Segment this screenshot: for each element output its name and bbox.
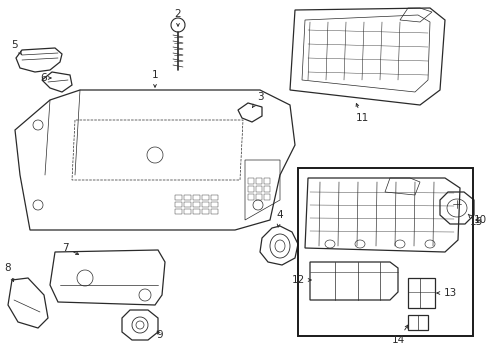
Text: 15: 15: [468, 214, 483, 227]
Text: 10: 10: [474, 215, 487, 225]
Text: 7: 7: [62, 243, 78, 255]
Bar: [264, 194, 270, 200]
Bar: [193, 209, 200, 214]
Bar: [193, 202, 200, 207]
Bar: [211, 195, 218, 200]
Bar: [264, 186, 270, 192]
Bar: [256, 178, 262, 184]
Bar: [202, 195, 209, 200]
Text: 12: 12: [292, 275, 311, 285]
Bar: [211, 202, 218, 207]
Bar: [202, 202, 209, 207]
Text: 13: 13: [437, 288, 457, 298]
Text: 2: 2: [175, 9, 181, 26]
Bar: [184, 209, 191, 214]
Text: 6: 6: [41, 73, 51, 83]
Bar: [211, 209, 218, 214]
Text: 4: 4: [277, 210, 283, 227]
Bar: [256, 186, 262, 192]
Bar: [184, 202, 191, 207]
Bar: [202, 209, 209, 214]
Text: 8: 8: [5, 263, 14, 282]
Bar: [298, 168, 473, 336]
Bar: [248, 186, 254, 192]
Text: 3: 3: [252, 92, 263, 107]
Bar: [264, 178, 270, 184]
Text: 1: 1: [152, 70, 158, 87]
Text: 5: 5: [11, 40, 22, 55]
Bar: [256, 194, 262, 200]
Bar: [184, 195, 191, 200]
Bar: [248, 194, 254, 200]
Text: 9: 9: [157, 330, 163, 340]
Bar: [175, 202, 182, 207]
Bar: [175, 195, 182, 200]
Bar: [248, 178, 254, 184]
Bar: [193, 195, 200, 200]
Bar: [175, 209, 182, 214]
Text: 14: 14: [392, 325, 408, 345]
Text: 11: 11: [355, 104, 368, 123]
